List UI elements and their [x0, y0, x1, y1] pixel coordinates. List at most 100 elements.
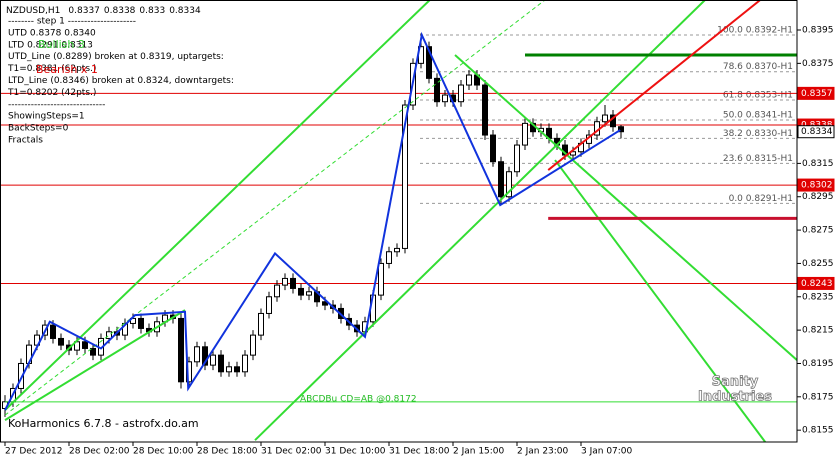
- info-line: ShowingSteps=1: [8, 112, 85, 122]
- candle-body: [202, 346, 208, 366]
- candle-body: [18, 362, 24, 389]
- y-tick-label: 0.8375: [802, 59, 834, 69]
- candle-body: [242, 354, 248, 373]
- candle-body: [210, 354, 216, 366]
- y-tick-label: 0.8215: [802, 326, 834, 336]
- candle-body: [186, 361, 192, 383]
- y-tick-label: 0.8295: [802, 192, 834, 202]
- price-tag: [797, 178, 835, 192]
- y-tick-label: 0.8195: [802, 359, 834, 369]
- fib-label: 38.2 0.8330-H1: [723, 129, 793, 139]
- x-tick-label: 28 Dec 10:00: [133, 447, 194, 457]
- candle-body: [506, 171, 512, 198]
- price-tag-label: 0.8243: [801, 279, 833, 289]
- trend-line: [554, 159, 767, 442]
- price-tag: [797, 276, 835, 290]
- y-tick-label: 0.8175: [802, 392, 834, 402]
- info-line: T1=0.8202 (42pts.): [7, 88, 96, 98]
- y-tick-label: 0.8275: [802, 226, 834, 236]
- price-tag-label: 0.8357: [801, 89, 833, 99]
- candle-body: [306, 291, 312, 296]
- info-line: -------- step 1 ---------------------: [8, 17, 136, 27]
- y-tick-label: 0.8235: [802, 292, 834, 302]
- title-part: 0.8334: [169, 6, 201, 16]
- candle-body: [514, 144, 520, 173]
- info-line: Fractals: [8, 136, 43, 146]
- info-line: ------------------------------: [8, 100, 105, 110]
- watermark: Sanity: [712, 375, 759, 390]
- info-line: BackSteps=0: [8, 124, 69, 134]
- candle-body: [106, 331, 112, 339]
- trend-line: [254, 0, 706, 441]
- candle-body: [138, 317, 144, 329]
- x-tick-label: 31 Dec 02:00: [261, 447, 322, 457]
- y-tick-label: 0.8155: [802, 426, 834, 436]
- info-line: UTD 0.8378 0.8340: [8, 28, 96, 38]
- y-tick-label: 0.8315: [802, 159, 834, 169]
- x-tick-label: 28 Dec 18:00: [197, 447, 258, 457]
- info-line: LTD_Line (0.8346) broken at 0.8324, down…: [8, 76, 234, 86]
- pattern-note: ABCDBu CD=AB @0.8172: [300, 395, 417, 405]
- candle-body: [482, 84, 488, 136]
- candle-body: [122, 322, 128, 336]
- candle-body: [402, 104, 408, 249]
- x-tick-label: 31 Dec 10:00: [325, 447, 386, 457]
- fib-label: 78.6 0.8370-H1: [723, 62, 793, 72]
- candle-body: [466, 74, 472, 86]
- candle-body: [58, 337, 64, 346]
- candle-body: [82, 341, 88, 349]
- candle-body: [394, 247, 400, 253]
- candle-body: [434, 77, 440, 103]
- candle-body: [426, 46, 432, 79]
- candle-body: [226, 366, 232, 373]
- fib-label: 100.0 0.8392-H1: [717, 26, 793, 36]
- title-part: 0.833: [139, 6, 165, 16]
- fib-label: 0.0 0.8291-H1: [729, 194, 793, 204]
- trend-line: [4, 31, 621, 411]
- candle-body: [258, 312, 264, 336]
- x-tick-label: 27 Dec 2012: [5, 447, 63, 457]
- candle-body: [522, 122, 528, 146]
- watermark: Industries: [698, 390, 772, 405]
- x-tick-label: 2 Jan 23:00: [517, 447, 569, 457]
- x-tick-label: 28 Dec 02:00: [69, 447, 130, 457]
- candle-body: [178, 317, 184, 383]
- info-line: T1=0.8381 (62pts.): [7, 64, 96, 74]
- candle-body: [618, 126, 624, 133]
- trend-line: [547, 0, 761, 171]
- candle-body: [458, 84, 464, 103]
- price-tag: [797, 125, 835, 139]
- info-line: UTD_Line (0.8289) broken at 0.8319, upta…: [8, 52, 224, 62]
- candle-body: [386, 251, 392, 264]
- x-tick-label: 31 Dec 18:00: [389, 447, 450, 457]
- price-tag-label: 0.8302: [801, 181, 833, 191]
- candle-body: [50, 324, 56, 339]
- fib-label: 23.6 0.8315-H1: [723, 154, 793, 164]
- candle-body: [322, 301, 328, 306]
- candle-body: [90, 347, 96, 356]
- title-part: NZDUSD,H1: [6, 6, 60, 16]
- candle-body: [290, 277, 296, 289]
- candle-body: [378, 262, 384, 296]
- info-line: LTD 0.8291 0.8313: [8, 40, 93, 50]
- candle-body: [250, 334, 256, 356]
- chart-title: NZDUSD,H1 0.8337 0.8338 0.833 0.8334: [6, 6, 201, 16]
- candle-body: [234, 366, 240, 373]
- plot-frame: [0, 0, 798, 443]
- candle-body: [442, 94, 448, 103]
- bearish-note: Bearish x 1: [36, 63, 98, 76]
- overlay: 0.83950.83750.83550.83350.83150.82950.82…: [4, 6, 835, 457]
- y-tick-label: 0.8255: [802, 259, 834, 269]
- candle-body: [602, 114, 608, 123]
- candle-body: [298, 287, 304, 296]
- candle-body: [218, 354, 224, 373]
- trend-line: [454, 54, 797, 361]
- candle-body: [282, 277, 288, 286]
- title-part: 0.8337: [68, 6, 100, 16]
- candle-body: [490, 134, 496, 163]
- plot-area: 100.0 0.8392-H1 78.6 0.8370-H1 61.8 0.8353…: [0, 0, 797, 442]
- trend-line: [4, 0, 431, 411]
- x-tick-label: 2 Jan 15:00: [453, 447, 505, 457]
